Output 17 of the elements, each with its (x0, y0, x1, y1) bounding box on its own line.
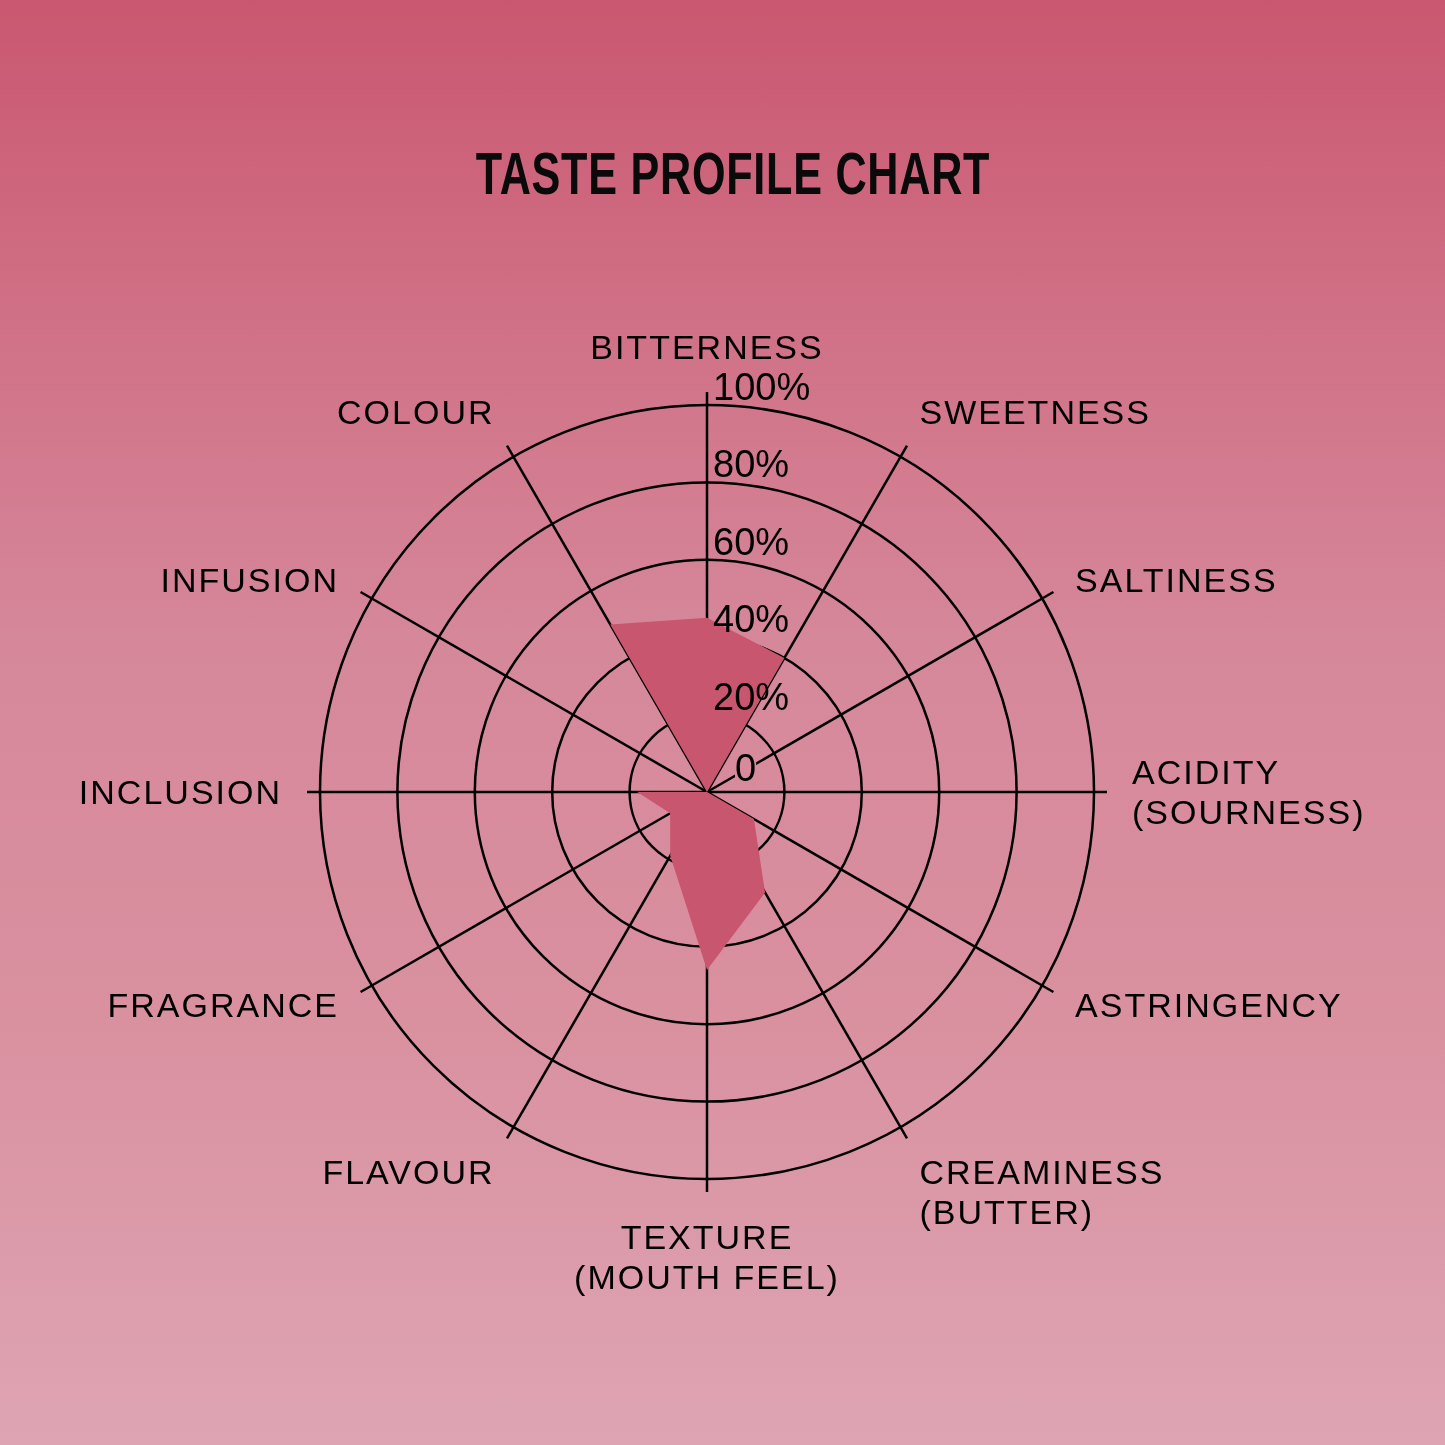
y-tick-label: 60% (713, 520, 790, 563)
spoke-label: ACIDITY (SOURNESS) (1132, 753, 1366, 832)
spoke-label: CREAMINESS (BUTTER) (919, 1153, 1165, 1232)
spoke-label: COLOUR (337, 393, 495, 432)
spoke-label: INCLUSION (78, 773, 282, 812)
spoke-label: ASTRINGENCY (1075, 985, 1343, 1024)
spoke-label: TEXTURE (MOUTH FEEL) (574, 1218, 840, 1297)
spoke-label: FRAGRANCE (107, 985, 339, 1024)
y-tick-label: 40% (713, 598, 790, 641)
spoke-label: SALTINESS (1075, 560, 1278, 599)
spoke-label: INFUSION (160, 560, 339, 599)
spoke-label: FLAVOUR (322, 1153, 495, 1192)
y-tick-label: 80% (713, 443, 790, 486)
spoke-label: BITTERNESS (590, 328, 824, 367)
y-tick-label: 100% (713, 366, 811, 408)
spoke-label: SWEETNESS (919, 393, 1151, 432)
chart-title: TASTE PROFILE CHART (475, 140, 991, 207)
